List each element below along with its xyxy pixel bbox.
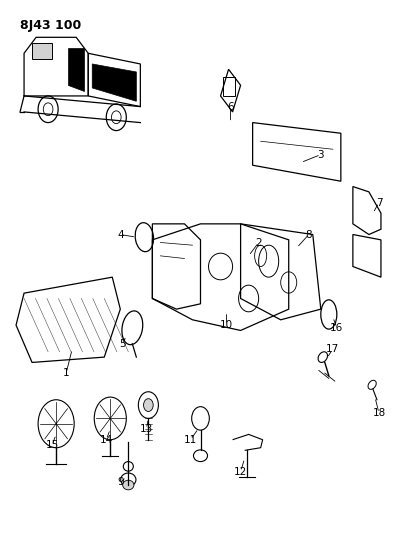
Text: 11: 11	[184, 435, 197, 445]
Text: 1: 1	[63, 368, 69, 378]
Text: 10: 10	[220, 320, 233, 330]
Text: 13: 13	[140, 424, 153, 434]
Text: 6: 6	[227, 102, 234, 111]
Text: 5: 5	[119, 339, 126, 349]
Polygon shape	[92, 64, 136, 101]
Text: 2: 2	[255, 238, 262, 247]
Text: 3: 3	[318, 150, 324, 159]
Text: 18: 18	[372, 408, 386, 418]
Circle shape	[144, 399, 153, 411]
Text: 7: 7	[376, 198, 382, 207]
Text: 8J43 100: 8J43 100	[20, 19, 81, 31]
Bar	[223, 77, 235, 96]
Text: 15: 15	[45, 440, 59, 450]
Text: 8: 8	[306, 230, 312, 239]
Text: 4: 4	[117, 230, 124, 239]
Text: 9: 9	[117, 478, 124, 487]
Text: 12: 12	[234, 467, 247, 477]
Polygon shape	[32, 43, 52, 59]
Text: 17: 17	[326, 344, 340, 354]
Text: 16: 16	[330, 323, 344, 333]
Text: 14: 14	[99, 435, 113, 445]
Ellipse shape	[123, 480, 134, 490]
Polygon shape	[68, 48, 84, 91]
